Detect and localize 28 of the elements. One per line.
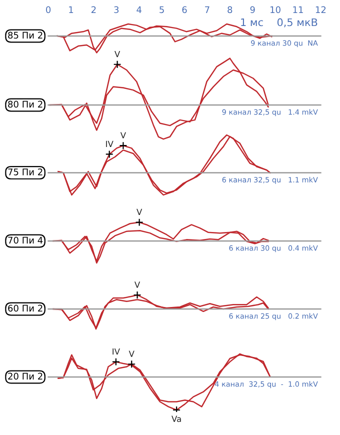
x-tick-label: 2 bbox=[91, 6, 96, 13]
x-tick-label: 3 bbox=[114, 6, 119, 14]
x-tick-label: 8 bbox=[228, 6, 232, 14]
annotation: V bbox=[114, 51, 120, 58]
x-tick-label: 6 bbox=[182, 6, 187, 14]
annotation: 1 мс 0,5 мкВ bbox=[241, 18, 318, 28]
x-tick-label: 0 bbox=[46, 6, 51, 14]
y-axis-title: 85 Пи 2 bbox=[8, 32, 42, 39]
x-tick-label: 5 bbox=[160, 6, 164, 14]
y-axis-title: 75 Пи 2 bbox=[8, 168, 42, 176]
annotation: V bbox=[120, 132, 126, 138]
x-tick-label: 9 bbox=[250, 6, 255, 14]
x-tick-label: 12 bbox=[316, 6, 326, 13]
x-tick-label: 7 bbox=[205, 6, 210, 13]
annotation: V bbox=[136, 208, 142, 216]
annotation: V bbox=[128, 350, 134, 357]
x-tick-label: 1 bbox=[69, 6, 74, 13]
y-axis-title: 20 Пи 2 bbox=[8, 372, 42, 380]
x-tick-label: 10 bbox=[270, 6, 280, 14]
y-axis-title: 80 Пи 2 bbox=[8, 100, 42, 108]
annotation: Va bbox=[172, 416, 181, 422]
annotation: V bbox=[134, 282, 140, 288]
annotation: IV bbox=[112, 348, 120, 355]
x-tick-label: 4 bbox=[136, 6, 142, 13]
y-axis-title: 70 Пи 4 bbox=[8, 236, 43, 244]
x-tick-label: 11 bbox=[293, 6, 303, 13]
annotation: IV bbox=[106, 140, 114, 147]
y-axis-title: 60 Пи 2 bbox=[8, 304, 42, 312]
